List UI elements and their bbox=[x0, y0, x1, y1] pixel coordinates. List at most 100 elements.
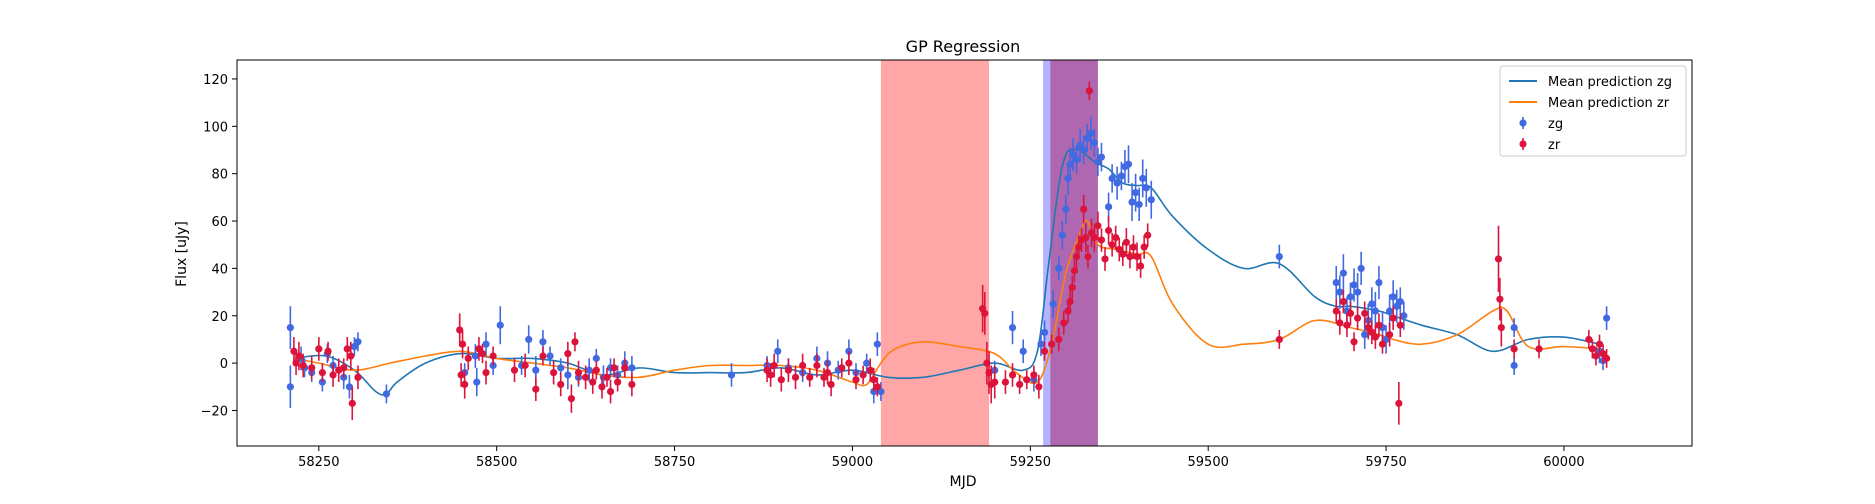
data-point bbox=[1361, 331, 1369, 339]
shaded-region-2 bbox=[1050, 60, 1098, 446]
legend-label: Mean prediction zr bbox=[1548, 96, 1670, 111]
data-point bbox=[1375, 321, 1383, 329]
shaded-region-1 bbox=[1043, 60, 1051, 446]
y-tick-label: 100 bbox=[203, 120, 228, 135]
data-point bbox=[1396, 297, 1404, 306]
shaded-regions bbox=[880, 60, 1098, 446]
data-point bbox=[1142, 184, 1150, 192]
data-point bbox=[827, 380, 835, 389]
data-point bbox=[1094, 222, 1102, 230]
data-point bbox=[496, 321, 504, 329]
data-point bbox=[610, 364, 618, 372]
legend-item: zr bbox=[1519, 138, 1561, 153]
data-point bbox=[806, 373, 814, 381]
data-point bbox=[870, 376, 878, 384]
data-point bbox=[539, 352, 547, 360]
data-point bbox=[852, 376, 860, 384]
y-tick-label: −20 bbox=[201, 404, 228, 419]
data-point bbox=[1136, 262, 1145, 270]
data-point bbox=[592, 366, 600, 374]
data-point bbox=[571, 338, 579, 346]
data-point bbox=[1082, 234, 1090, 242]
x-tick-label: 59250 bbox=[1010, 455, 1051, 470]
data-point bbox=[774, 347, 782, 355]
y-tick-label: 80 bbox=[211, 168, 228, 183]
data-point bbox=[525, 335, 533, 344]
data-point bbox=[1080, 146, 1088, 154]
data-point bbox=[621, 364, 629, 372]
legend-item: Mean prediction zr bbox=[1509, 96, 1670, 111]
data-point bbox=[1353, 288, 1362, 296]
data-point bbox=[1371, 307, 1379, 315]
data-point bbox=[1336, 288, 1344, 296]
data-point bbox=[585, 366, 593, 374]
legend-label: zg bbox=[1548, 117, 1563, 132]
data-point bbox=[603, 373, 611, 381]
legend-item: zg bbox=[1519, 117, 1563, 132]
data-point bbox=[343, 345, 351, 353]
data-point bbox=[345, 383, 354, 391]
data-point bbox=[464, 354, 472, 362]
data-point bbox=[1400, 312, 1408, 320]
data-point bbox=[347, 352, 355, 360]
data-point bbox=[1128, 198, 1136, 206]
x-axis-label: MJD bbox=[950, 474, 977, 490]
data-point bbox=[1080, 205, 1088, 213]
data-point bbox=[791, 373, 800, 381]
data-point bbox=[539, 338, 547, 346]
data-point bbox=[546, 352, 554, 360]
data-point bbox=[382, 390, 391, 398]
data-point bbox=[471, 352, 479, 360]
data-point bbox=[1008, 323, 1017, 332]
data-point bbox=[458, 340, 467, 348]
data-point bbox=[1108, 241, 1116, 249]
x-tick-label: 58750 bbox=[654, 455, 695, 470]
data-point bbox=[614, 378, 622, 386]
data-point bbox=[318, 368, 326, 377]
data-point bbox=[1016, 380, 1024, 389]
data-point bbox=[1585, 335, 1593, 344]
data-point bbox=[1060, 319, 1068, 327]
data-point bbox=[873, 383, 881, 391]
chart-title: GP Regression bbox=[906, 37, 1021, 56]
data-point bbox=[1019, 347, 1027, 355]
series-points-zr bbox=[290, 81, 1611, 425]
data-point bbox=[1066, 297, 1074, 306]
y-tick-label: 20 bbox=[211, 310, 228, 325]
data-point bbox=[286, 383, 294, 391]
data-point bbox=[489, 352, 497, 360]
data-points bbox=[286, 81, 1611, 425]
data-point bbox=[329, 371, 337, 379]
data-point bbox=[589, 378, 597, 386]
data-point bbox=[557, 380, 565, 389]
data-point bbox=[799, 361, 807, 370]
data-point bbox=[981, 309, 989, 317]
data-point bbox=[1389, 314, 1397, 322]
data-point bbox=[1497, 323, 1505, 332]
data-point bbox=[1049, 300, 1057, 308]
data-point bbox=[598, 383, 606, 391]
data-point bbox=[1595, 340, 1604, 348]
data-point bbox=[532, 366, 540, 374]
data-point bbox=[1361, 309, 1369, 317]
data-point bbox=[1144, 231, 1152, 239]
data-point bbox=[1108, 174, 1116, 183]
legend-marker-swatch bbox=[1519, 119, 1527, 127]
data-point bbox=[567, 395, 576, 403]
data-point bbox=[1496, 295, 1504, 303]
legend: Mean prediction zg Mean prediction zr zg zr bbox=[1499, 65, 1687, 157]
data-point bbox=[628, 380, 636, 389]
y-tick-label: 0 bbox=[220, 357, 228, 372]
data-point bbox=[1332, 279, 1340, 287]
data-point bbox=[1055, 335, 1063, 344]
data-point bbox=[1030, 371, 1038, 379]
data-point bbox=[767, 371, 775, 379]
data-point bbox=[1085, 87, 1093, 95]
data-point bbox=[1494, 255, 1503, 263]
data-point bbox=[1603, 314, 1611, 322]
data-point bbox=[348, 399, 356, 407]
data-point bbox=[606, 387, 615, 396]
legend-label: Mean prediction zg bbox=[1548, 75, 1672, 90]
data-point bbox=[1592, 352, 1600, 360]
data-point bbox=[1350, 338, 1358, 346]
